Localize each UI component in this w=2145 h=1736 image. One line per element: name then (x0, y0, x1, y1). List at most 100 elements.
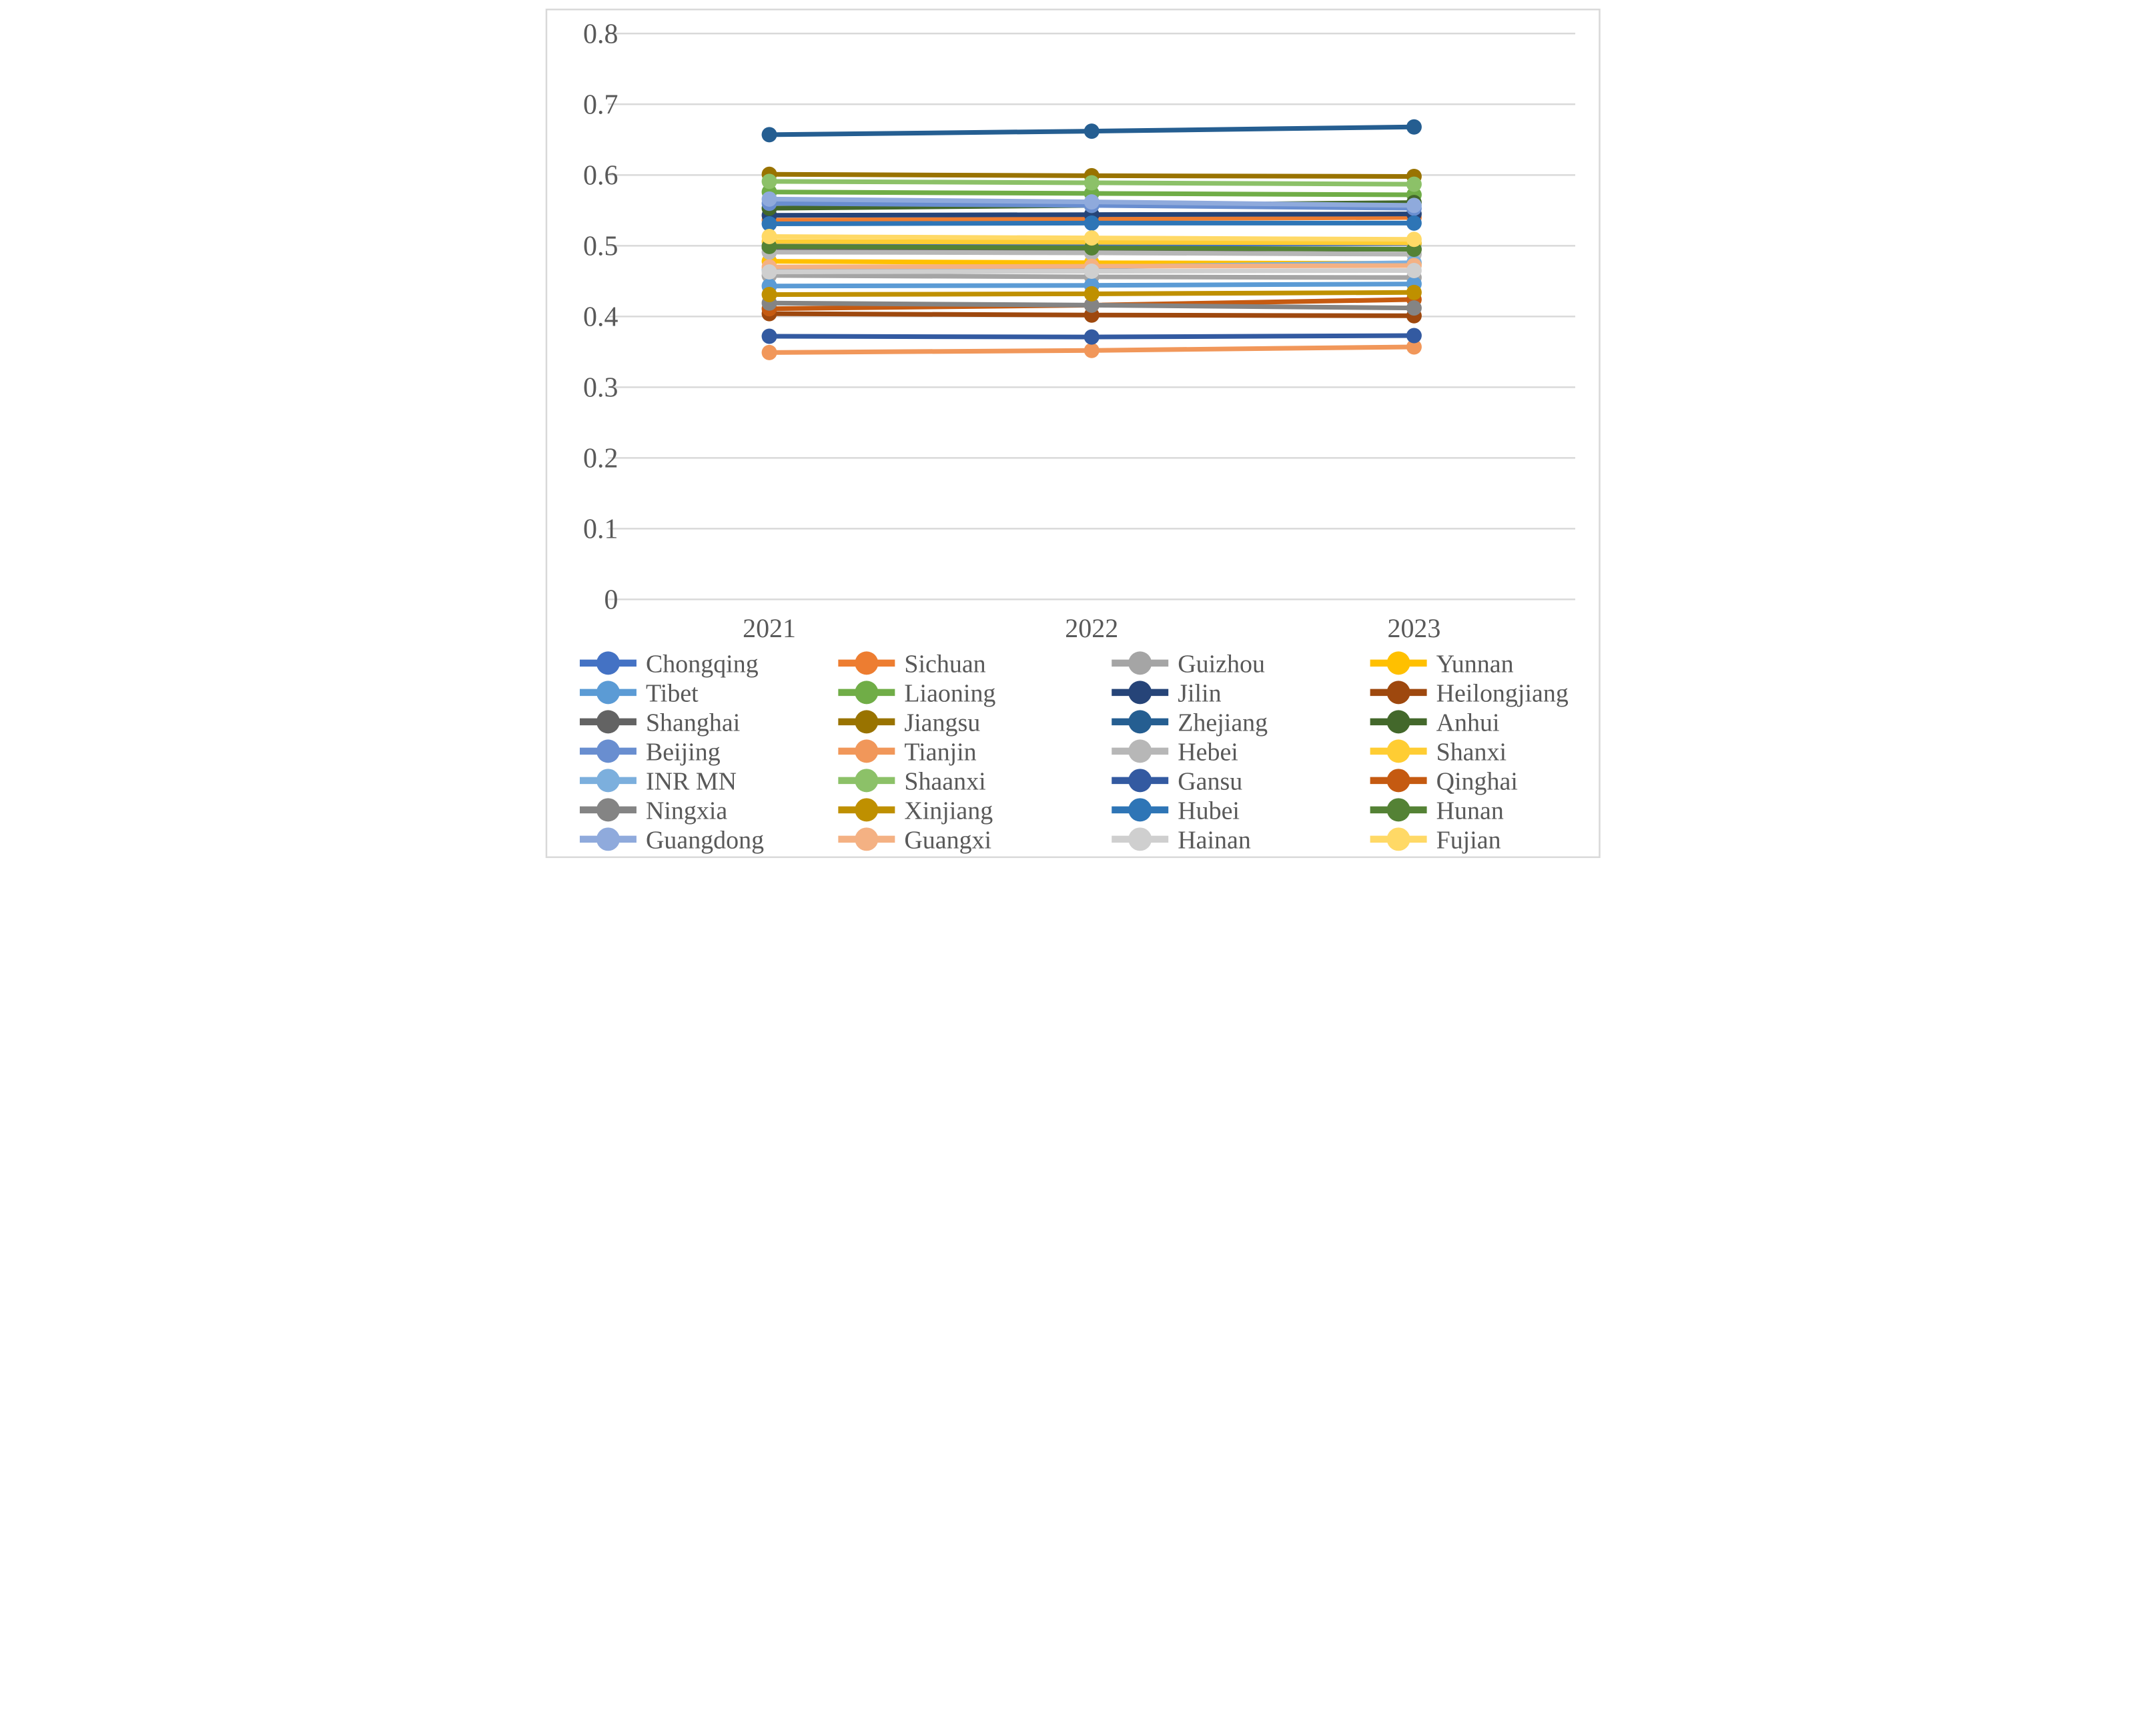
legend-marker-circle-guizhou (1128, 651, 1152, 675)
legend-marker-circle-jilin (1128, 681, 1152, 705)
legend-marker-circle-inr-mn (596, 769, 620, 793)
legend-label-chongqing: Chongqing (646, 650, 759, 678)
series-marker-zhejiang-2023 (1406, 119, 1422, 135)
legend-marker-circle-guangxi (855, 827, 879, 851)
series-marker-shaanxi-2022 (1084, 175, 1100, 191)
legend-label-zhejiang: Zhejiang (1178, 709, 1268, 737)
series-marker-zhejiang-2022 (1084, 123, 1100, 139)
legend-marker-circle-qinghai (1386, 769, 1410, 793)
series-marker-ningxia-2022 (1084, 297, 1100, 313)
legend-item-qinghai: Qinghai (1370, 767, 1518, 795)
legend-marker-circle-guangdong (596, 827, 620, 851)
series-marker-guangdong-2023 (1406, 197, 1422, 213)
series-marker-hainan-2021 (761, 264, 777, 280)
provinces-line-chart: 0 0.1 0.2 0.3 0.4 0.5 0.6 0.7 0.8 2021 2022 2023 Cho… (545, 8, 1601, 859)
y-tick-label-0.3: 0.3 (583, 372, 618, 403)
legend-label-beijing: Beijing (646, 738, 721, 766)
x-tick-label-2022: 2022 (1065, 613, 1118, 643)
series-marker-xinjiang-2022 (1084, 286, 1100, 302)
legend-item-guangdong: Guangdong (579, 826, 764, 854)
legend-marker-circle-hainan (1128, 827, 1152, 851)
legend-label-shanghai: Shanghai (646, 709, 740, 737)
legend-marker-circle-heilongjiang (1386, 681, 1410, 705)
legend-label-gansu: Gansu (1178, 767, 1242, 795)
series-marker-hubei-2022 (1084, 215, 1100, 231)
legend-marker-circle-xinjiang (855, 798, 879, 822)
series-marker-tianjin-2021 (761, 344, 777, 360)
x-tick-label-2021: 2021 (743, 613, 796, 643)
legend-item-shanxi: Shanxi (1370, 738, 1507, 766)
y-tick-label-0.1: 0.1 (583, 514, 618, 544)
legend-marker-circle-gansu (1128, 769, 1152, 793)
legend-label-qinghai: Qinghai (1436, 767, 1518, 795)
legend-item-tibet: Tibet (579, 679, 699, 707)
series-marker-gansu-2023 (1406, 328, 1422, 344)
legend-marker-circle-beijing (596, 739, 620, 763)
legend-item-anhui: Anhui (1370, 709, 1500, 737)
legend-item-beijing: Beijing (579, 738, 721, 766)
legend-label-ningxia: Ningxia (646, 797, 727, 825)
legend-label-fujian: Fujian (1436, 826, 1501, 854)
legend-marker-circle-shanghai (596, 710, 620, 734)
legend-marker-circle-zhejiang (1128, 710, 1152, 734)
legend-label-tianjin: Tianjin (904, 738, 976, 766)
series-marker-fujian-2021 (761, 229, 777, 245)
legend-marker-circle-yunnan (1386, 651, 1410, 675)
legend-label-shaanxi: Shaanxi (904, 767, 985, 795)
legend-label-xinjiang: Xinjiang (904, 797, 993, 825)
series-marker-xinjiang-2021 (761, 286, 777, 302)
legend-item-heilongjiang: Heilongjiang (1370, 679, 1569, 707)
legend-item-liaoning: Liaoning (838, 679, 995, 707)
y-tick-label-0: 0 (604, 584, 618, 615)
legend-item-guizhou: Guizhou (1112, 650, 1265, 678)
legend-label-heilongjiang: Heilongjiang (1436, 679, 1569, 707)
legend-item-jiangsu: Jiangsu (838, 709, 980, 737)
y-tick-label-0.2: 0.2 (583, 443, 618, 474)
line-chart-figure: 0 0.1 0.2 0.3 0.4 0.5 0.6 0.7 0.8 2021 2022 2023 Cho… (536, 0, 1609, 868)
legend-item-chongqing: Chongqing (579, 650, 759, 678)
series-marker-ningxia-2023 (1406, 300, 1422, 316)
legend-label-hunan: Hunan (1436, 797, 1504, 825)
y-tick-label-0.7: 0.7 (583, 89, 618, 120)
legend-marker-circle-hebei (1128, 739, 1152, 763)
legend-label-anhui: Anhui (1436, 709, 1500, 737)
series-marker-tianjin-2022 (1084, 342, 1100, 358)
legend-label-inr-mn: INR MN (646, 767, 737, 795)
legend-marker-circle-tianjin (855, 739, 879, 763)
x-tick-label-2023: 2023 (1387, 613, 1440, 643)
legend-label-guangxi: Guangxi (904, 826, 991, 854)
legend-marker-circle-sichuan (855, 651, 879, 675)
series-marker-hainan-2023 (1406, 262, 1422, 278)
legend-item-fujian: Fujian (1370, 826, 1501, 854)
series-marker-gansu-2022 (1084, 329, 1100, 345)
y-tick-label-0.6: 0.6 (583, 160, 618, 191)
legend-marker-circle-anhui (1386, 710, 1410, 734)
legend-item-jilin: Jilin (1112, 679, 1222, 707)
y-tick-label-0.4: 0.4 (583, 302, 618, 332)
series-marker-hubei-2021 (761, 215, 777, 232)
legend-marker-circle-chongqing (596, 651, 620, 675)
legend-item-yunnan: Yunnan (1370, 650, 1514, 678)
y-tick-label-0.5: 0.5 (583, 231, 618, 262)
series-marker-guangdong-2021 (761, 191, 777, 207)
legend-item-hainan: Hainan (1112, 826, 1251, 854)
legend-marker-circle-hunan (1386, 798, 1410, 822)
legend-label-liaoning: Liaoning (904, 679, 995, 707)
series-marker-fujian-2022 (1084, 230, 1100, 246)
legend-marker-circle-ningxia (596, 798, 620, 822)
series-marker-shaanxi-2023 (1406, 176, 1422, 192)
legend-marker-circle-hubei (1128, 798, 1152, 822)
legend-marker-circle-tibet (596, 681, 620, 705)
legend-label-guizhou: Guizhou (1178, 650, 1265, 678)
legend-label-guangdong: Guangdong (646, 826, 764, 854)
legend-label-shanxi: Shanxi (1436, 738, 1507, 766)
legend-item-inr-mn: INR MN (579, 767, 737, 795)
legend-label-tibet: Tibet (646, 679, 699, 707)
legend-marker-circle-jiangsu (855, 710, 879, 734)
y-tick-label-0.8: 0.8 (583, 19, 618, 49)
series-marker-gansu-2021 (761, 328, 777, 344)
series-marker-zhejiang-2021 (761, 127, 777, 143)
legend-marker-circle-liaoning (855, 681, 879, 705)
series-marker-guangdong-2022 (1084, 194, 1100, 210)
legend-label-jilin: Jilin (1178, 679, 1221, 707)
